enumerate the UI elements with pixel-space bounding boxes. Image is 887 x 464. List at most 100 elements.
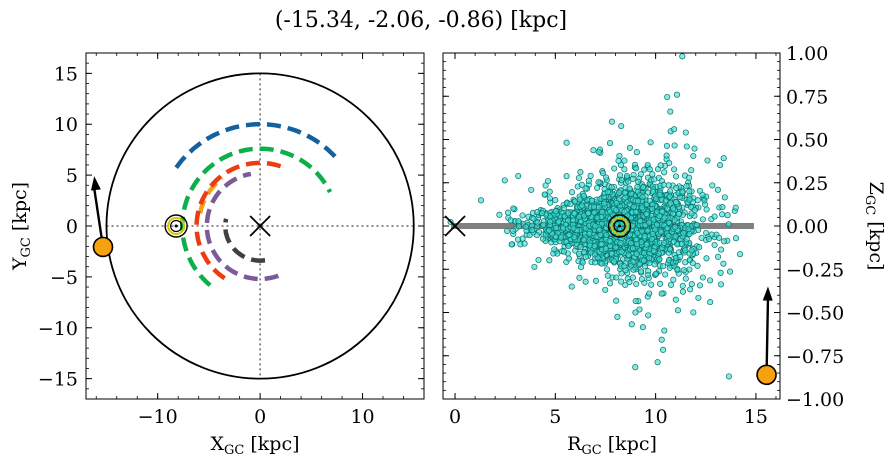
scatter-point [580,237,587,244]
spiral-arm-dark [223,218,266,263]
scatter-point [606,140,614,147]
scatter-point [660,181,667,188]
scatter-point [579,202,586,209]
scatter-point [661,239,668,247]
spiral-arm-green [180,146,333,287]
scatter-point [477,197,485,204]
right-panel: 0 5 10 15 −1.00 −0.75 −0.50 −0.25 0.00 0.25 0.50 0.… [442,23,844,428]
scatter-point [504,227,511,235]
y-tick-label: 0 [66,216,78,238]
scatter-point [682,275,689,282]
sun-marker-inner [613,219,626,233]
scatter-point [586,230,593,238]
scatter-point [682,129,689,136]
y-tick-label: −1.00 [786,389,844,411]
scatter-point [510,227,517,234]
scatter-point [541,191,548,198]
scatter-point [690,309,697,316]
scatter-point [641,233,648,240]
scatter-point [639,184,647,191]
scatter-point [529,227,536,234]
right-plot-area [447,23,754,380]
scatter-point [686,174,693,181]
x-tick-label: 5 [549,406,561,428]
scatter-point [717,162,724,169]
scatter-point [724,212,731,219]
scatter-point [680,267,688,274]
y-tick-label: 15 [54,63,78,85]
scatter-point [703,255,710,262]
scatter-point [578,181,585,188]
scatter-point [672,173,680,180]
scatter-point [646,290,653,297]
scatter-point [675,211,682,218]
scatter-point [680,230,687,237]
scatter-point [608,250,615,257]
scatter-point [651,261,658,268]
scatter-point [693,221,700,229]
scatter-point [717,281,725,288]
scatter-point [630,258,637,265]
scatter-point [555,218,562,225]
scatter-point [591,251,598,258]
scatter-point [563,139,570,146]
scatter-point [711,241,718,249]
y-tick-label: −15 [38,369,78,391]
scatter-point [691,145,698,152]
scatter-point [602,286,609,293]
scatter-point [682,259,689,266]
scatter-point [656,256,663,263]
scatter-point [632,23,637,28]
scatter-point [626,144,633,151]
x-tick-label: −10 [138,406,178,428]
scatter-point [552,197,559,204]
scatter-point [673,199,680,206]
scatter-point [535,256,542,264]
scatter-point [690,152,697,160]
scatter-point [732,204,739,211]
scatter-point [656,213,663,220]
scatter-point [567,201,574,208]
scatter-point [667,188,674,195]
scatter-point [571,234,578,241]
scatter-point [577,244,584,251]
scatter-point [699,191,706,199]
scatter-point [625,178,632,185]
scatter-point [696,244,703,251]
scatter-point [636,260,643,267]
scatter-point [646,254,653,262]
scatter-point [505,209,512,216]
scatter-point [629,274,636,281]
scatter-point [640,250,648,257]
scatter-point [651,176,658,183]
scatter-point [582,278,589,285]
galactic-center-marker [444,215,466,237]
scatter-point [634,198,642,205]
x-tick-label: 10 [350,406,374,428]
scatter-point [521,240,528,247]
scatter-point [598,241,605,248]
scatter-point [630,203,637,210]
scatter-point [598,260,605,267]
scatter-point [514,236,521,243]
scatter-point [679,288,686,295]
scatter-point [644,227,651,234]
scatter-point [618,270,625,277]
scatter-point [671,166,678,173]
scatter-point [626,279,633,286]
scatter-point [725,373,732,380]
scatter-point [599,209,606,216]
scatter-point [616,152,623,159]
scatter-point [682,247,689,254]
scatter-point [632,309,639,316]
scatter-point [639,193,646,201]
scatter-point [634,183,641,190]
scatter-point [621,157,628,164]
scatter-point [677,253,684,261]
scatter-point [575,174,582,182]
scatter-point [707,277,714,284]
scatter-point [568,189,576,196]
scatter-point [582,253,589,260]
scatter-point [621,189,628,196]
